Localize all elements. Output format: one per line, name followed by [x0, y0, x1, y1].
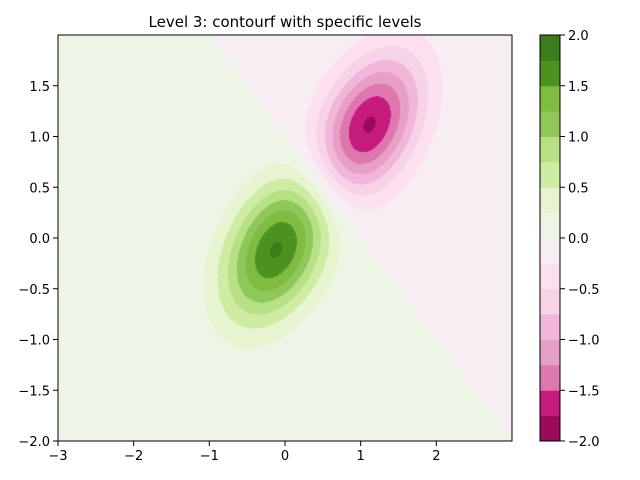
- colorbar-axis: 2.0 1.5 1.0 0.5 0.0 −0.5 −1.0 −1.5 −2.0: [560, 29, 600, 450]
- y-tick-label: −1.0: [18, 334, 50, 349]
- colorbar-band: [540, 314, 560, 340]
- x-tick-label: 2: [432, 449, 440, 464]
- plot-area: [57, 34, 513, 442]
- colorbar: [539, 34, 561, 442]
- colorbar-tick-label: −2.0: [568, 435, 600, 450]
- colorbar-band: [540, 60, 560, 87]
- colorbar-band: [540, 263, 560, 290]
- colorbar-tick-label: 2.0: [568, 29, 589, 44]
- colorbar-band: [540, 364, 560, 391]
- y-tick-label: −0.5: [18, 283, 50, 298]
- colorbar-tick-label: −1.5: [568, 384, 600, 399]
- colorbar-tick-label: 1.5: [568, 80, 589, 95]
- y-tick-label: 0.0: [29, 232, 50, 247]
- colorbar-band: [540, 136, 560, 163]
- colorbar-band: [540, 85, 560, 112]
- colorbar-band: [540, 111, 560, 137]
- y-tick-label: 0.5: [29, 181, 50, 196]
- y-axis: −2.0 −1.5 −1.0 −0.5 0.0 0.5 1.0 1.5: [18, 80, 58, 450]
- y-tick-label: −1.5: [18, 384, 50, 399]
- colorbar-tick-label: −0.5: [568, 283, 600, 298]
- colorbar-tick-label: −1.0: [568, 334, 600, 349]
- x-tick-label: −3: [48, 449, 67, 464]
- colorbar-band: [540, 212, 560, 239]
- colorbar-band: [540, 187, 560, 214]
- y-tick-label: −2.0: [18, 435, 50, 450]
- colorbar-band: [540, 288, 560, 315]
- colorbar-band: [540, 35, 560, 61]
- colorbar-tick-label: 1.0: [568, 131, 589, 146]
- x-tick-label: −1: [200, 449, 219, 464]
- x-tick-label: 1: [357, 449, 365, 464]
- x-axis: −3 −2 −1 0 1 2: [48, 441, 440, 464]
- colorbar-tick-label: 0.5: [568, 181, 589, 196]
- colorbar-band: [540, 415, 560, 442]
- y-tick-label: 1.5: [29, 80, 50, 95]
- colorbar-band: [540, 390, 560, 417]
- colorbar-band: [540, 238, 560, 264]
- y-tick-label: 1.0: [29, 131, 50, 146]
- contour-fill: [58, 35, 512, 441]
- colorbar-band: [540, 161, 560, 188]
- x-tick-label: 0: [281, 449, 289, 464]
- x-tick-label: −2: [124, 449, 143, 464]
- chart-title: Level 3: contourf with specific levels: [149, 13, 422, 31]
- colorbar-tick-label: 0.0: [568, 232, 589, 247]
- colorbar-band: [540, 339, 560, 366]
